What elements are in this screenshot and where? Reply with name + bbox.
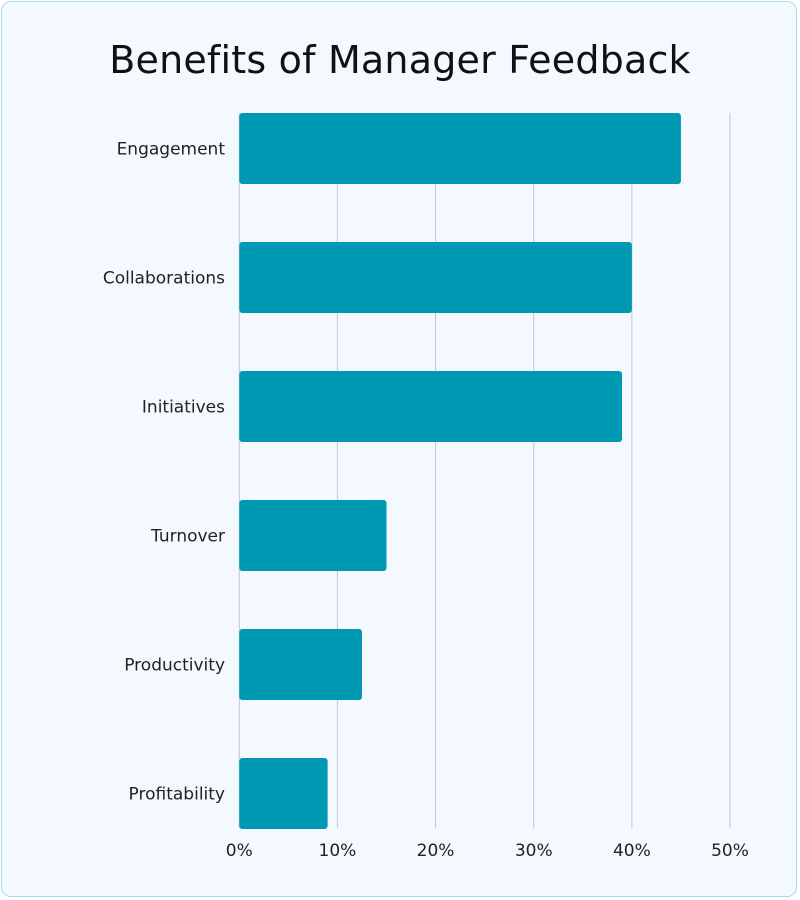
- category-label: Engagement: [117, 140, 226, 160]
- x-tick-label: 30%: [515, 841, 553, 861]
- category-label: Productivity: [124, 656, 225, 676]
- x-tick-label: 40%: [613, 841, 651, 861]
- bar-profitability: [239, 758, 328, 829]
- category-label: Initiatives: [142, 398, 225, 418]
- bar-engagement: [239, 113, 681, 184]
- category-label: Turnover: [150, 527, 225, 547]
- x-tick-label: 50%: [711, 841, 749, 861]
- chart-title: Benefits of Manager Feedback: [109, 38, 691, 82]
- category-label: Profitability: [129, 785, 225, 805]
- bar-turnover: [239, 500, 387, 571]
- bar-collaborations: [239, 242, 632, 313]
- category-label: Collaborations: [103, 269, 225, 289]
- bar-initiatives: [239, 371, 623, 442]
- x-tick-label: 20%: [417, 841, 455, 861]
- x-tick-label: 10%: [319, 841, 357, 861]
- x-tick-label: 0%: [226, 841, 253, 861]
- bar-productivity: [239, 629, 362, 700]
